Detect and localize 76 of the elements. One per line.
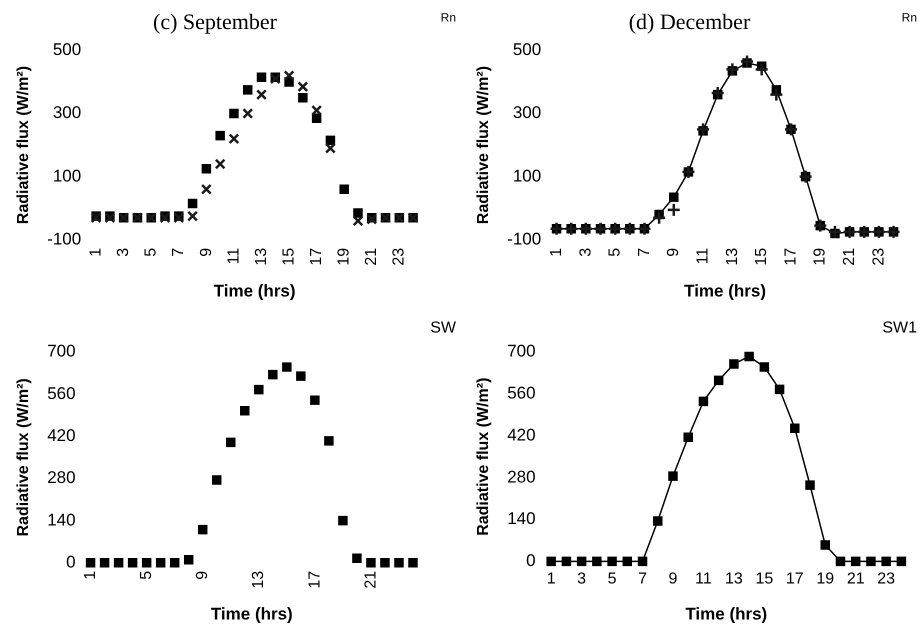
x-tick-label: 19: [336, 248, 353, 266]
y-tick-label: 500: [52, 40, 82, 60]
y-tick-label: 280: [47, 468, 76, 488]
y-tick-label: 100: [52, 166, 82, 186]
x-tick-label: 21: [846, 570, 865, 588]
x-axis-title: Time (hrs): [210, 604, 293, 624]
x-tick-label: 3: [115, 248, 132, 257]
y-tick-label: 280: [507, 467, 536, 486]
y-tick-label: 420: [47, 426, 76, 446]
x-tick-label: 19: [816, 570, 834, 588]
y-tick-label: -100: [47, 229, 82, 248]
y-axis-title: Radiative flux (W/m²): [475, 378, 492, 536]
x-tick-label: 13: [724, 248, 741, 266]
x-axis-title: Time (hrs): [685, 604, 768, 624]
x-tick-label: 17: [306, 570, 324, 589]
x-tick-label: 1: [88, 248, 105, 257]
y-tick-label: 0: [526, 551, 536, 570]
x-tick-label: 17: [308, 248, 326, 266]
x-tick-label: 15: [753, 248, 770, 266]
x-tick-label: 21: [362, 570, 380, 589]
x-tick-label: 13: [252, 248, 270, 266]
y-tick-label: -100: [507, 229, 542, 248]
x-axis-title: Time (hrs): [684, 281, 766, 300]
x-tick-label: 5: [606, 248, 624, 257]
text: SW1: [882, 319, 918, 336]
chart-title: (c) September: [153, 8, 278, 34]
x-tick-label: 19: [812, 248, 829, 266]
y-tick-label: 140: [47, 510, 76, 530]
x-tick-label: 5: [142, 248, 160, 257]
text: SW: [430, 319, 457, 336]
x-tick-label: 9: [194, 570, 212, 580]
x-tick-label: 21: [363, 248, 380, 266]
x-axis-title: Time (hrs): [214, 281, 296, 300]
y-tick-label: 500: [512, 40, 542, 60]
x-tick-label: 17: [786, 570, 804, 588]
x-tick-label: 9: [198, 248, 215, 257]
x-tick-label: 7: [636, 248, 653, 257]
x-tick-label: 5: [138, 570, 156, 580]
x-tick-label: 7: [638, 570, 648, 588]
x-tick-label: 23: [877, 570, 896, 588]
x-tick-label: 9: [668, 570, 678, 588]
x-tick-label: 3: [577, 248, 594, 257]
x-tick-label: 1: [546, 570, 556, 588]
x-tick-label: 1: [82, 570, 99, 580]
y-tick-label: 100: [512, 166, 542, 186]
x-tick-label: 15: [755, 570, 774, 588]
y-axis-title: Radiative flux (W/m²): [15, 66, 32, 224]
x-tick-label: 13: [724, 570, 743, 588]
y-tick-label: 140: [507, 509, 536, 528]
x-tick-label: 11: [695, 570, 712, 588]
y-tick-label: 420: [507, 425, 536, 444]
y-axis-title: Radiative flux (W/m²): [15, 378, 32, 537]
text: Rn: [440, 10, 456, 24]
x-tick-label: 9: [665, 248, 682, 257]
x-tick-label: 15: [280, 248, 298, 266]
y-tick-label: 560: [47, 384, 76, 403]
y-tick-label: 700: [507, 342, 536, 361]
x-tick-label: 11: [694, 248, 712, 264]
y-tick-label: 0: [66, 552, 76, 572]
x-tick-label: 23: [390, 248, 408, 266]
x-tick-label: 13: [250, 570, 268, 589]
y-tick-label: 700: [47, 342, 76, 361]
x-tick-label: 23: [870, 248, 888, 266]
x-tick-label: 5: [608, 570, 617, 588]
y-axis-title: Radiative flux (W/m²): [475, 66, 492, 224]
text: Rn: [902, 10, 917, 24]
chart-title: (d) December: [628, 8, 751, 34]
x-tick-label: 21: [841, 248, 858, 266]
x-tick-label: 11: [225, 248, 242, 264]
y-tick-label: 300: [52, 103, 82, 122]
y-tick-label: 300: [512, 103, 542, 122]
x-tick-label: 17: [782, 248, 800, 266]
x-tick-label: 7: [170, 248, 188, 257]
x-tick-label: 3: [577, 570, 586, 588]
y-tick-label: 560: [507, 384, 536, 403]
x-tick-label: 1: [548, 248, 565, 257]
